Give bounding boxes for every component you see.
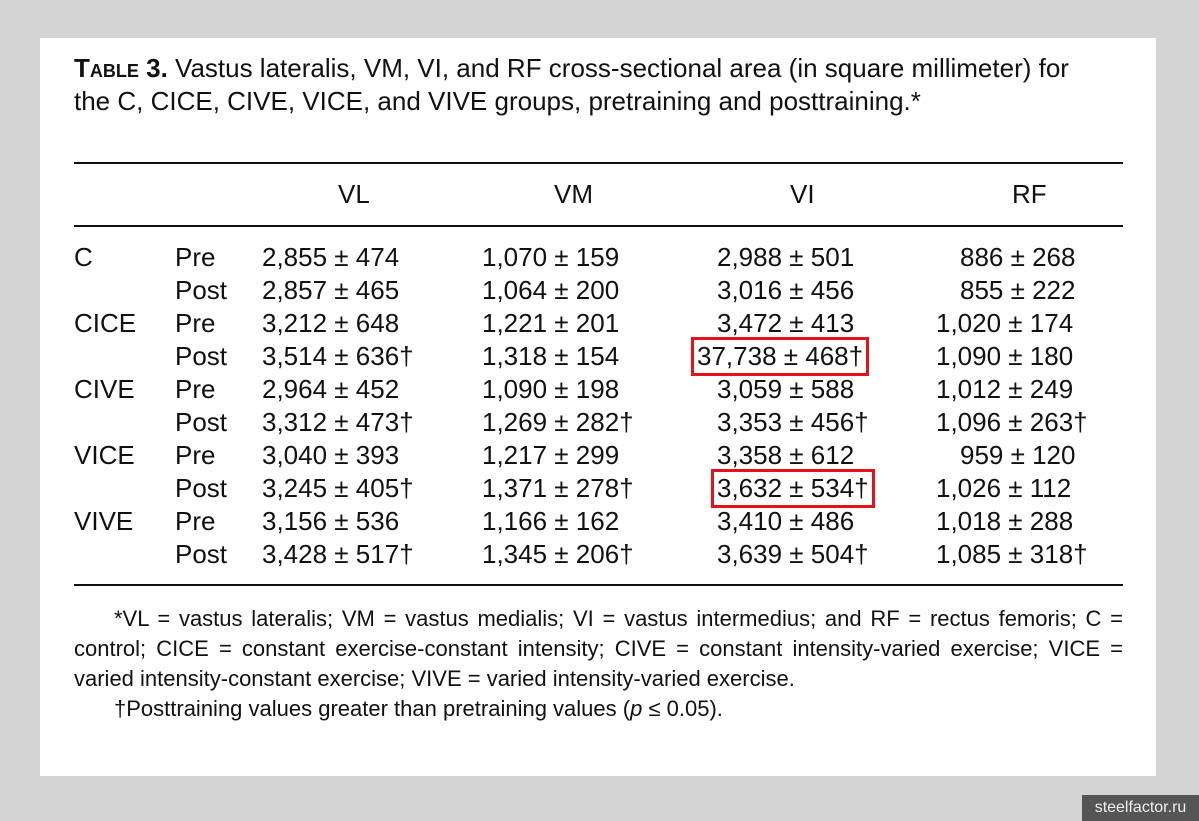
table-cell: 3,353 ± 456†: [717, 407, 869, 437]
table-cell: 1,345 ± 206†: [482, 539, 634, 569]
phase-label: Pre: [175, 374, 216, 404]
table-cell: 3,016 ± 456: [717, 275, 855, 305]
table-cell: 3,156 ± 536: [262, 506, 400, 536]
table-cell: 3,358 ± 612: [717, 440, 855, 470]
table-cell: 1,018 ± 288: [936, 506, 1074, 536]
table-cell: 1,090 ± 198: [482, 374, 620, 404]
phase-label: Post: [175, 275, 228, 305]
footnote-text: ≤ 0.05).: [642, 696, 723, 721]
table-cell: 1,318 ± 154: [482, 341, 620, 371]
bottom-rule: [74, 584, 1123, 586]
phase-label: Pre: [175, 506, 216, 536]
table-cell: 1,090 ± 180: [936, 341, 1074, 371]
table-cell: 3,514 ± 636†: [262, 341, 414, 371]
phase-label: Pre: [175, 440, 216, 470]
table-cell: 3,632 ± 534†: [711, 469, 875, 508]
group-label: CIVE: [74, 374, 135, 404]
phase-label: Post: [175, 539, 228, 569]
footnote: †Posttraining values greater than pretra…: [74, 694, 1123, 724]
group-label: VIVE: [74, 506, 134, 536]
table-cell: 855 ± 222: [960, 275, 1076, 305]
table-cell: 1,012 ± 249: [936, 374, 1074, 404]
table-cell: 1,020 ± 174: [936, 308, 1074, 338]
header-rule: [74, 225, 1123, 227]
table-panel: Table 3. Vastus lateralis, VM, VI, and R…: [40, 38, 1156, 776]
table-cell: 3,059 ± 588: [717, 374, 855, 404]
table-cell: 1,070 ± 159: [482, 242, 620, 272]
table-cell: 2,855 ± 474: [262, 242, 400, 272]
table-cell: 1,371 ± 278†: [482, 473, 634, 503]
table-cell: 3,312 ± 473†: [262, 407, 414, 437]
table-cell: 1,166 ± 162: [482, 506, 620, 536]
table-cell: 3,472 ± 413: [717, 308, 855, 338]
table-cell: 3,212 ± 648: [262, 308, 400, 338]
group-label: C: [74, 242, 93, 272]
table-cell: 886 ± 268: [960, 242, 1076, 272]
caption-label: Table 3.: [74, 53, 168, 83]
caption-text: Vastus lateralis, VM, VI, and RF cross-s…: [74, 53, 1069, 116]
table-cell: 1,269 ± 282†: [482, 407, 634, 437]
table-cell: 3,639 ± 504†: [717, 539, 869, 569]
table-cell: 3,410 ± 486: [717, 506, 855, 536]
table-cell: 3,428 ± 517†: [262, 539, 414, 569]
watermark: steelfactor.ru: [1082, 795, 1199, 821]
phase-label: Post: [175, 473, 228, 503]
column-header: VL: [338, 179, 370, 209]
group-label: VICE: [74, 440, 135, 470]
phase-label: Pre: [175, 308, 216, 338]
footnote-text: †Posttraining values greater than pretra…: [114, 696, 631, 721]
phase-label: Post: [175, 341, 228, 371]
footnote-italic: p: [630, 696, 643, 721]
column-header: RF: [1012, 179, 1047, 209]
table-cell: 37,738 ± 468†: [690, 337, 870, 376]
table-cell: 1,096 ± 263†: [936, 407, 1088, 437]
column-header: VM: [554, 179, 593, 209]
table-cell: 2,857 ± 465: [262, 275, 400, 305]
phase-label: Pre: [175, 242, 216, 272]
footnotes: *VL = vastus lateralis; VM = vastus medi…: [74, 604, 1123, 724]
phase-label: Post: [175, 407, 228, 437]
footnote: *VL = vastus lateralis; VM = vastus medi…: [74, 606, 1123, 691]
caption: Table 3. Vastus lateralis, VM, VI, and R…: [74, 52, 1094, 118]
table-cell: 2,964 ± 452: [262, 374, 400, 404]
table-cell: 1,085 ± 318†: [936, 539, 1088, 569]
table-cell: 1,217 ± 299: [482, 440, 620, 470]
group-label: CICE: [74, 308, 137, 338]
table-cell: 959 ± 120: [960, 440, 1076, 470]
table-cell: 2,988 ± 501: [717, 242, 855, 272]
top-rule: [74, 162, 1123, 164]
table-cell: 3,245 ± 405†: [262, 473, 414, 503]
table-cell: 1,221 ± 201: [482, 308, 620, 338]
column-header: VI: [790, 179, 815, 209]
table-cell: 1,026 ± 112: [936, 473, 1072, 503]
table-cell: 3,040 ± 393: [262, 440, 400, 470]
table-cell: 1,064 ± 200: [482, 275, 620, 305]
